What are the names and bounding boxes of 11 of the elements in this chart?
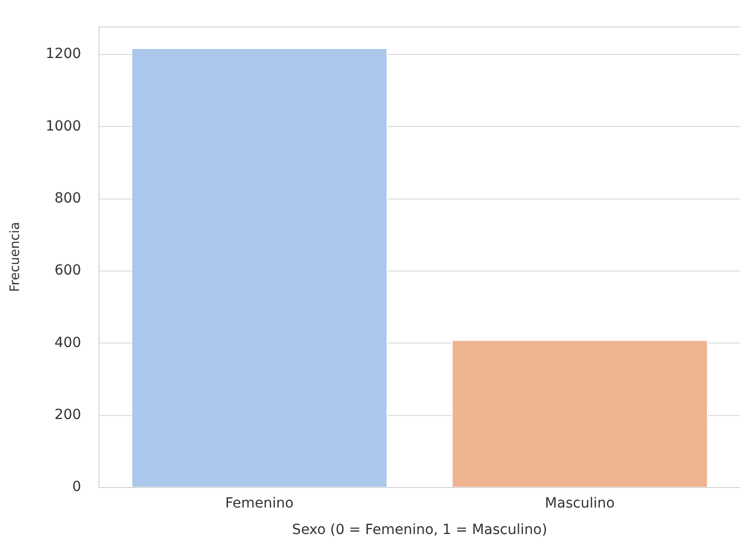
y-tick-label: 400: [54, 334, 82, 351]
y-tick-label: 1000: [46, 118, 82, 134]
x-tick-label: Femenino: [225, 495, 294, 512]
y-tick-label: 200: [54, 406, 82, 423]
x-tick-label: Masculino: [544, 495, 615, 512]
x-axis-title: Sexo (0 = Femenino, 1 = Masculino): [292, 522, 548, 538]
y-tick-label: 800: [54, 190, 82, 206]
y-tick-label: 1200: [46, 46, 82, 62]
y-axis-title: Frecuencia: [8, 222, 24, 292]
y-tick-label: 0: [72, 479, 82, 496]
y-tick-label: 600: [54, 262, 82, 279]
